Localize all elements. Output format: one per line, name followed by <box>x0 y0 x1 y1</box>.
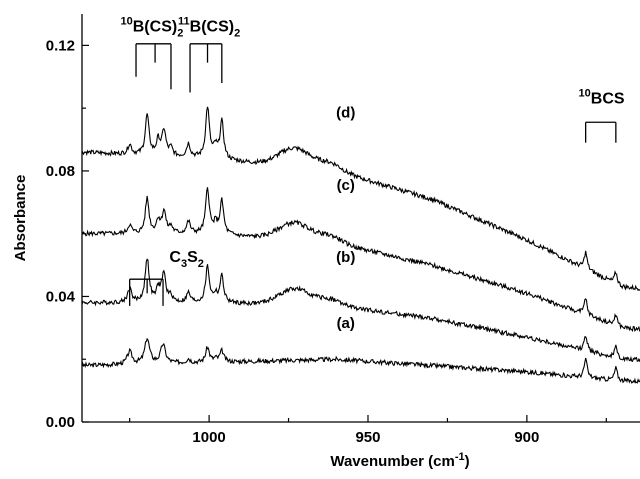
spectrum-trace-d <box>82 107 640 298</box>
spectrum-traces: (a) (b) (c) (d) <box>82 105 640 386</box>
y-tick-label-1: 0.04 <box>46 288 76 305</box>
trace-label-b: (b) <box>336 249 355 266</box>
x-tick-label-950: 950 <box>355 429 380 446</box>
annotation-b10-cs: 10BCS <box>579 87 625 107</box>
spectrum-trace-c <box>82 187 640 338</box>
annotation-b11-cs2: 11B(CS)2 <box>178 15 240 39</box>
band-annotations: 10B(CS)211B(CS)210BCS11BCSC3S2 <box>121 15 640 306</box>
y-tick-label-0: 0.00 <box>46 414 75 431</box>
x-tick-label-1000: 1000 <box>192 429 225 446</box>
band-bracket-1 <box>190 44 222 93</box>
trace-label-a: (a) <box>337 315 355 332</box>
trace-label-d: (d) <box>336 105 355 122</box>
y-tick-label-3: 0.12 <box>46 37 75 54</box>
band-bracket-2 <box>586 122 616 142</box>
x-axis-title-sup: -1 <box>455 451 465 463</box>
band-bracket-4 <box>130 279 163 306</box>
x-axis-ticks: 1000950900850 <box>130 415 640 446</box>
y-axis-title: Absorbance <box>12 175 29 262</box>
y-tick-label-2: 0.08 <box>46 163 75 180</box>
x-axis-title: Wavenumber (cm-1) <box>330 451 469 470</box>
spectrum-trace-a <box>82 338 640 385</box>
annotation-c3s2: C3S2 <box>169 249 203 270</box>
band-bracket-0 <box>136 44 171 90</box>
trace-label-c: (c) <box>337 177 355 194</box>
annotation-b10-cs2: 10B(CS)2 <box>121 15 184 39</box>
x-tick-label-900: 900 <box>514 429 539 446</box>
